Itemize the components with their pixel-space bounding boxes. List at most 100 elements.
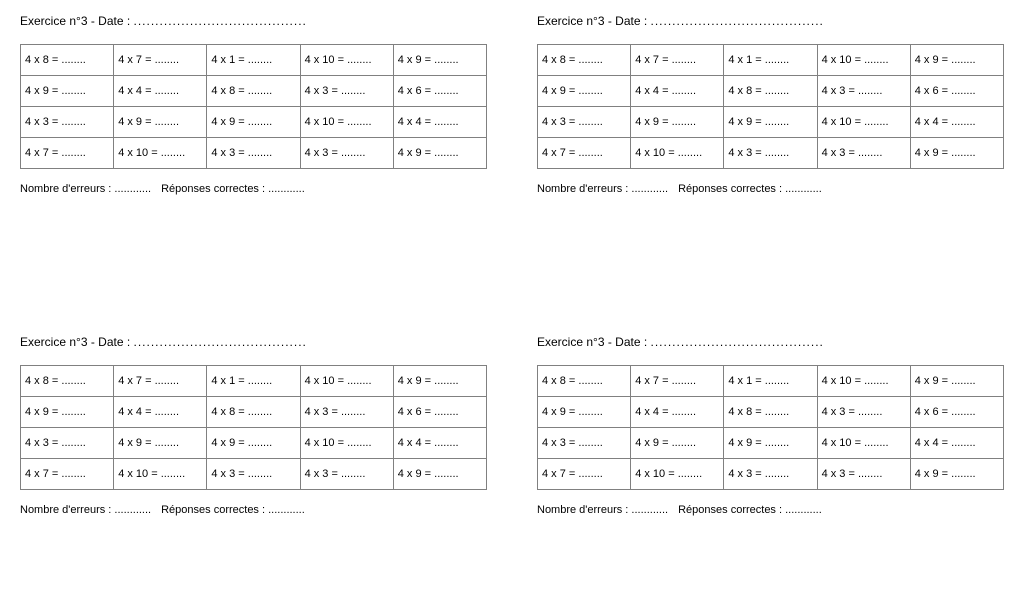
problem-text: 4 x 7 =	[635, 54, 668, 66]
answer-dots: ........	[675, 468, 703, 480]
errors-dots: ............	[631, 504, 668, 516]
cell: 4 x 3 = ........	[538, 107, 631, 138]
cell: 4 x 8 = ........	[724, 397, 817, 428]
exercise-header: Exercice n°3 - Date : ..................…	[537, 335, 1004, 349]
problem-text: 4 x 3 =	[822, 85, 855, 97]
problem-text: 4 x 6 =	[398, 85, 431, 97]
cell: 4 x 4 = ........	[114, 76, 207, 107]
exercise-header: Exercice n°3 - Date : ..................…	[537, 14, 1004, 28]
answer-dots: ........	[245, 468, 273, 480]
cell: 4 x 10 = ........	[300, 366, 393, 397]
cell: 4 x 9 = ........	[207, 428, 300, 459]
cell: 4 x 3 = ........	[538, 428, 631, 459]
table-row: 4 x 3 = ........ 4 x 9 = ........ 4 x 9 …	[21, 428, 487, 459]
cell: 4 x 9 = ........	[21, 76, 114, 107]
problem-text: 4 x 10 =	[305, 437, 344, 449]
table-row: 4 x 3 = ........ 4 x 9 = ........ 4 x 9 …	[21, 107, 487, 138]
cell: 4 x 10 = ........	[114, 459, 207, 490]
answer-dots: ........	[861, 375, 889, 387]
table-row: 4 x 3 = ........ 4 x 9 = ........ 4 x 9 …	[538, 107, 1004, 138]
answer-dots: ........	[675, 147, 703, 159]
cell: 4 x 3 = ........	[207, 459, 300, 490]
problem-text: 4 x 9 =	[211, 116, 244, 128]
exercise-footer: Nombre d'erreurs : ............Réponses …	[537, 183, 1004, 195]
cell: 4 x 9 = ........	[631, 107, 724, 138]
answer-dots: ........	[575, 116, 603, 128]
answer-dots: ........	[861, 54, 889, 66]
cell: 4 x 9 = ........	[538, 397, 631, 428]
exercise-header: Exercice n°3 - Date : ..................…	[20, 14, 487, 28]
title-dots: ........................................	[134, 14, 307, 28]
cell: 4 x 10 = ........	[300, 45, 393, 76]
problem-text: 4 x 4 =	[118, 85, 151, 97]
problem-text: 4 x 9 =	[25, 85, 58, 97]
cell: 4 x 6 = ........	[393, 397, 486, 428]
errors-label: Nombre d'erreurs :	[537, 183, 631, 195]
answer-dots: ........	[861, 437, 889, 449]
table-row: 4 x 8 = ........ 4 x 7 = ........ 4 x 1 …	[21, 366, 487, 397]
title-dots: ........................................	[651, 14, 824, 28]
problem-text: 4 x 3 =	[822, 147, 855, 159]
exercise-table: 4 x 8 = ........ 4 x 7 = ........ 4 x 1 …	[20, 44, 487, 169]
problem-text: 4 x 10 =	[635, 147, 674, 159]
problem-text: 4 x 9 =	[398, 375, 431, 387]
answer-dots: ........	[245, 85, 273, 97]
problem-text: 4 x 3 =	[211, 147, 244, 159]
answer-dots: ........	[948, 437, 976, 449]
answer-dots: ........	[58, 85, 86, 97]
problem-text: 4 x 3 =	[728, 468, 761, 480]
problem-text: 4 x 8 =	[728, 85, 761, 97]
correct-label: Réponses correctes :	[678, 183, 785, 195]
cell: 4 x 7 = ........	[114, 45, 207, 76]
cell: 4 x 9 = ........	[207, 107, 300, 138]
exercise-block: Exercice n°3 - Date : ..................…	[20, 335, 487, 516]
cell: 4 x 9 = ........	[538, 76, 631, 107]
problem-text: 4 x 10 =	[635, 468, 674, 480]
table-row: 4 x 8 = ........ 4 x 7 = ........ 4 x 1 …	[538, 45, 1004, 76]
answer-dots: ........	[575, 468, 603, 480]
problem-text: 4 x 9 =	[635, 437, 668, 449]
problem-text: 4 x 9 =	[118, 116, 151, 128]
problem-text: 4 x 8 =	[25, 54, 58, 66]
problem-text: 4 x 3 =	[305, 468, 338, 480]
cell: 4 x 10 = ........	[300, 107, 393, 138]
table-row: 4 x 7 = ........ 4 x 10 = ........ 4 x 3…	[538, 459, 1004, 490]
answer-dots: ........	[431, 116, 459, 128]
cell: 4 x 3 = ........	[817, 459, 910, 490]
answer-dots: ........	[762, 147, 790, 159]
answer-dots: ........	[669, 54, 697, 66]
problem-text: 4 x 10 =	[118, 468, 157, 480]
cell: 4 x 7 = ........	[538, 459, 631, 490]
answer-dots: ........	[152, 85, 180, 97]
table-row: 4 x 9 = ........ 4 x 4 = ........ 4 x 8 …	[538, 76, 1004, 107]
problem-text: 4 x 7 =	[635, 375, 668, 387]
errors-dots: ............	[114, 183, 151, 195]
answer-dots: ........	[855, 468, 883, 480]
answer-dots: ........	[669, 116, 697, 128]
cell: 4 x 9 = ........	[724, 107, 817, 138]
answer-dots: ........	[762, 85, 790, 97]
answer-dots: ........	[344, 54, 372, 66]
exercise-table: 4 x 8 = ........ 4 x 7 = ........ 4 x 1 …	[537, 44, 1004, 169]
answer-dots: ........	[245, 147, 273, 159]
answer-dots: ........	[58, 437, 86, 449]
answer-dots: ........	[431, 85, 459, 97]
answer-dots: ........	[948, 116, 976, 128]
answer-dots: ........	[431, 147, 459, 159]
problem-text: 4 x 6 =	[915, 406, 948, 418]
cell: 4 x 4 = ........	[393, 107, 486, 138]
answer-dots: ........	[152, 54, 180, 66]
answer-dots: ........	[762, 437, 790, 449]
problem-text: 4 x 8 =	[542, 375, 575, 387]
cell: 4 x 1 = ........	[724, 366, 817, 397]
table-row: 4 x 9 = ........ 4 x 4 = ........ 4 x 8 …	[21, 76, 487, 107]
problem-text: 4 x 3 =	[25, 116, 58, 128]
cell: 4 x 4 = ........	[910, 107, 1003, 138]
problem-text: 4 x 6 =	[398, 406, 431, 418]
problem-text: 4 x 7 =	[25, 147, 58, 159]
cell: 4 x 7 = ........	[631, 366, 724, 397]
problem-text: 4 x 9 =	[398, 468, 431, 480]
title-prefix: Exercice n°3 - Date :	[537, 14, 651, 28]
cell: 4 x 10 = ........	[817, 366, 910, 397]
answer-dots: ........	[58, 406, 86, 418]
